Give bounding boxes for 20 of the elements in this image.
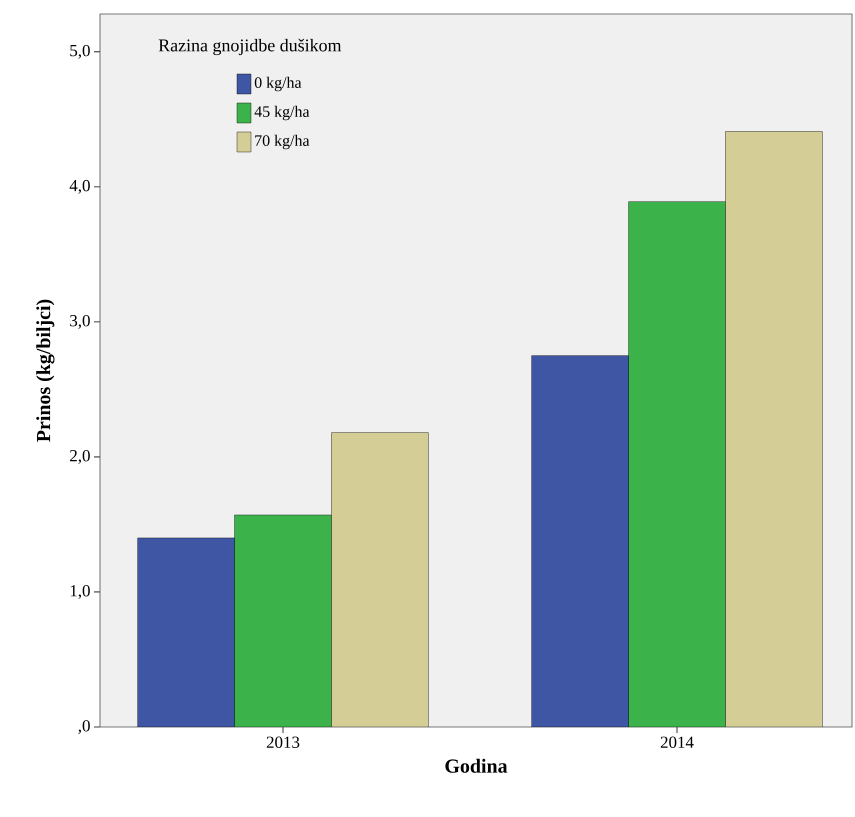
bar — [331, 432, 429, 727]
y-tick-label: 2,0 — [70, 450, 90, 464]
y-tick-label: 1,0 — [70, 585, 90, 599]
y-tick-label: 3,0 — [70, 314, 90, 329]
legend-title: Razina gnojidbe dušikom — [158, 38, 342, 56]
bar — [137, 538, 235, 727]
x-tick-label: 2014 — [660, 736, 694, 748]
legend-label: 45 kg/ha — [254, 106, 310, 120]
y-tick-label: 4,0 — [70, 180, 90, 194]
legend-label: 70 kg/ha — [255, 134, 310, 150]
x-tick-label: 2013 — [266, 736, 300, 748]
bar — [725, 131, 823, 727]
legend-label: 0 kg/ha — [254, 76, 302, 92]
x-axis-title: Godina — [445, 758, 508, 773]
bar — [531, 355, 629, 727]
y-axis-title: Prinos (kg/biljci) — [36, 300, 54, 442]
y-tick-label: 5,0 — [70, 44, 90, 59]
bar — [628, 202, 726, 727]
y-tick-label: ,0 — [78, 720, 90, 734]
bar — [234, 514, 332, 727]
